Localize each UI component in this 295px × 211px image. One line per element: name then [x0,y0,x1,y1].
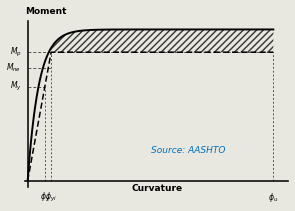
X-axis label: Curvature: Curvature [131,184,182,193]
Text: $\phi_y$: $\phi_y$ [40,191,50,204]
Text: $M_y$: $M_y$ [10,80,22,93]
Text: Moment: Moment [25,7,67,16]
Text: $M_p$: $M_p$ [10,46,22,59]
Text: Source: AASHTO: Source: AASHTO [151,146,225,155]
Text: $M_{ne}$: $M_{ne}$ [6,62,22,74]
Text: $\phi_{yi}$: $\phi_{yi}$ [45,191,57,204]
Text: $\phi_u$: $\phi_u$ [268,191,278,204]
